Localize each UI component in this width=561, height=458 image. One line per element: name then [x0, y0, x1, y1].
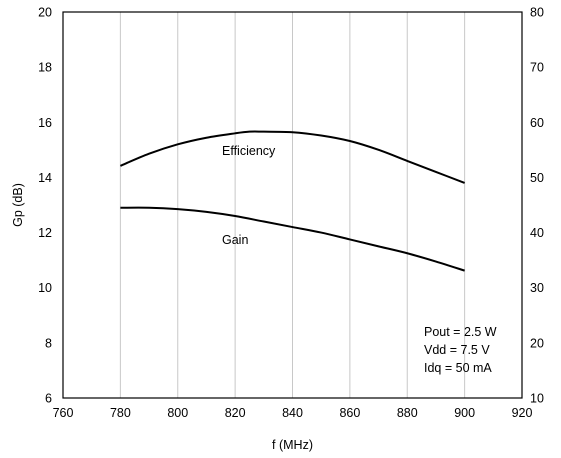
series-line-efficiency: [119, 130, 465, 184]
series-line-gain: [120, 206, 465, 272]
x-tick-label: 860: [339, 406, 360, 420]
y-tick-label: 6: [45, 392, 52, 406]
series-labels: Efficiency Gain: [222, 144, 276, 247]
y-tick-label: 14: [38, 171, 52, 185]
x-tick-label: 780: [110, 406, 131, 420]
y-tick-label: 20: [38, 6, 52, 20]
y2-tick-label: 70: [530, 61, 544, 75]
y2-tick-label: 20: [530, 336, 544, 350]
annotation-line: Vdd = 7.5 V: [424, 343, 490, 357]
x-tick-label: 920: [512, 406, 533, 420]
y-tick-label: 12: [38, 226, 52, 240]
annotation-line: Pout = 2.5 W: [424, 325, 497, 339]
y2-tick-label: 10: [530, 392, 544, 406]
series-label-gain: Gain: [222, 233, 248, 247]
x-tick-label: 840: [282, 406, 303, 420]
conditions-annotation: Pout = 2.5 W Vdd = 7.5 V Idq = 50 mA: [424, 325, 497, 375]
y-tick-label: 10: [38, 281, 52, 295]
y2-tick-label: 50: [530, 171, 544, 185]
annotation-line: Idq = 50 mA: [424, 361, 492, 375]
y-axis-label: Gp (dB): [11, 183, 25, 227]
y2-tick-label: 80: [530, 6, 544, 20]
y-tick-label: 16: [38, 116, 52, 130]
x-tick-label: 880: [397, 406, 418, 420]
y2-tick-label: 30: [530, 281, 544, 295]
x-axis-label: f (MHz): [272, 438, 313, 452]
y2-tick-label: 40: [530, 226, 544, 240]
x-tick-label: 800: [167, 406, 188, 420]
series-layer: [119, 130, 465, 272]
grid: [119, 12, 466, 398]
plot-frame: [62, 11, 523, 399]
x-tick-label: 820: [225, 406, 246, 420]
y2-tick-label: 60: [530, 116, 544, 130]
x-tick-label: 760: [53, 406, 74, 420]
series-label-efficiency: Efficiency: [222, 144, 276, 158]
tick-labels: 760 780 800 820 840 860 880 900 920 6 8 10 12 14 16 18 2…: [38, 6, 544, 421]
y-tick-label: 8: [45, 336, 52, 350]
y-tick-label: 18: [38, 61, 52, 75]
x-tick-label: 900: [454, 406, 475, 420]
